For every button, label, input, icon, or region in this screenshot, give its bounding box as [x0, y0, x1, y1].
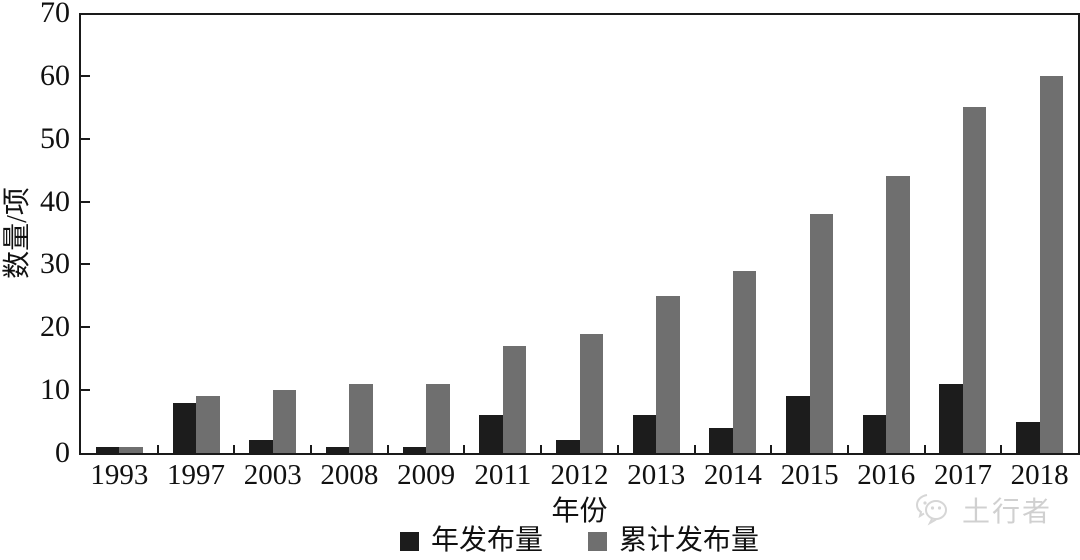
- bar-cumulative: [1039, 75, 1064, 453]
- bar-annual: [249, 440, 273, 453]
- y-axis-tick: [81, 200, 90, 203]
- y-axis-tick: [81, 389, 90, 392]
- x-axis-tick-label: 2017: [933, 459, 992, 491]
- x-axis-tick: [463, 445, 466, 453]
- x-axis-tick: [616, 445, 619, 453]
- bar-cumulative: [502, 346, 527, 453]
- annual-series-swatch-icon: [399, 531, 419, 551]
- bar-cumulative: [119, 446, 143, 453]
- x-axis-tick-label: 2003: [243, 459, 302, 491]
- x-axis-tick-label: 2018: [1010, 459, 1069, 491]
- bar-cumulative: [656, 295, 680, 453]
- plot-top-border: [79, 13, 1080, 15]
- x-axis-tick: [310, 445, 313, 453]
- bar-cumulative: [809, 214, 834, 453]
- x-axis-tick-label: 1993: [90, 459, 149, 491]
- y-axis-tick-label: 40: [40, 184, 70, 218]
- bar-cumulative: [579, 333, 603, 453]
- legend-item-annual: 年发布量: [399, 525, 543, 556]
- x-axis-tick-label: 2016: [857, 459, 916, 491]
- bar-annual: [862, 415, 887, 453]
- y-axis-line: [79, 13, 81, 455]
- x-axis-tick: [233, 445, 236, 453]
- x-axis-tick-label: 2012: [550, 459, 609, 491]
- x-axis-line: [79, 453, 1080, 455]
- bar-annual: [632, 415, 657, 453]
- y-axis-tick-label: 20: [40, 310, 70, 344]
- bar-annual: [939, 383, 963, 453]
- plot-right-border: [1078, 13, 1080, 455]
- x-axis-tick: [386, 445, 389, 453]
- legend-label-cumulative: 累计发布量: [619, 525, 760, 556]
- x-axis-tick-label: 2015: [780, 459, 839, 491]
- y-axis-tick: [81, 263, 90, 266]
- bar-cumulative: [196, 396, 220, 453]
- legend: 年发布量 累计发布量: [79, 527, 1080, 555]
- bar-annual: [325, 446, 350, 453]
- x-axis-tick-label: 1997: [167, 459, 226, 491]
- wechat-icon: [913, 489, 957, 534]
- x-axis-tick: [1000, 445, 1003, 453]
- bar-annual: [1016, 421, 1040, 453]
- bar-cumulative: [426, 383, 450, 453]
- x-axis-tick: [923, 445, 926, 453]
- bar-annual: [556, 440, 580, 453]
- bar-annual: [709, 427, 733, 453]
- y-axis-tick-label: 50: [40, 121, 70, 155]
- x-axis-tick: [846, 445, 849, 453]
- bar-annual: [95, 446, 120, 453]
- x-axis-tick: [156, 445, 159, 453]
- x-axis-title: 年份: [551, 496, 608, 527]
- watermark-text: 土行者: [962, 495, 1053, 527]
- y-axis-title: 数量/项: [2, 187, 33, 279]
- legend-item-cumulative: 累计发布量: [588, 527, 759, 555]
- x-axis-tick-label: 2009: [397, 459, 456, 491]
- y-axis-tick-label: 60: [40, 58, 70, 92]
- cumulative-series-swatch-icon: [588, 531, 607, 551]
- bar-cumulative: [272, 390, 297, 453]
- bar-annual: [402, 446, 427, 453]
- bar-cumulative: [349, 383, 373, 453]
- bar-annual: [172, 402, 197, 453]
- y-axis-tick-label: 70: [40, 0, 70, 29]
- x-axis-tick-label: 2008: [320, 459, 379, 491]
- y-axis-tick: [81, 326, 90, 329]
- bar-cumulative: [962, 107, 987, 453]
- watermark: 土行者: [913, 489, 1052, 534]
- bar-annual: [786, 396, 810, 453]
- legend-label-annual: 年发布量: [430, 525, 543, 556]
- y-axis-tick-label: 0: [55, 436, 70, 469]
- y-axis-tick-label: 30: [40, 247, 70, 281]
- bar-cumulative: [886, 176, 910, 453]
- x-axis-tick-label: 2013: [627, 459, 686, 491]
- x-axis-tick-label: 2014: [703, 459, 762, 491]
- y-axis-tick-label: 10: [40, 373, 70, 407]
- x-axis-tick-label: 2011: [474, 459, 532, 491]
- x-axis-tick: [540, 445, 543, 453]
- bar-cumulative: [732, 270, 757, 453]
- x-axis-tick: [693, 445, 696, 453]
- y-axis-tick: [81, 74, 90, 77]
- y-axis-tick: [81, 137, 90, 140]
- bar-annual: [479, 415, 503, 453]
- x-axis-tick: [770, 445, 773, 453]
